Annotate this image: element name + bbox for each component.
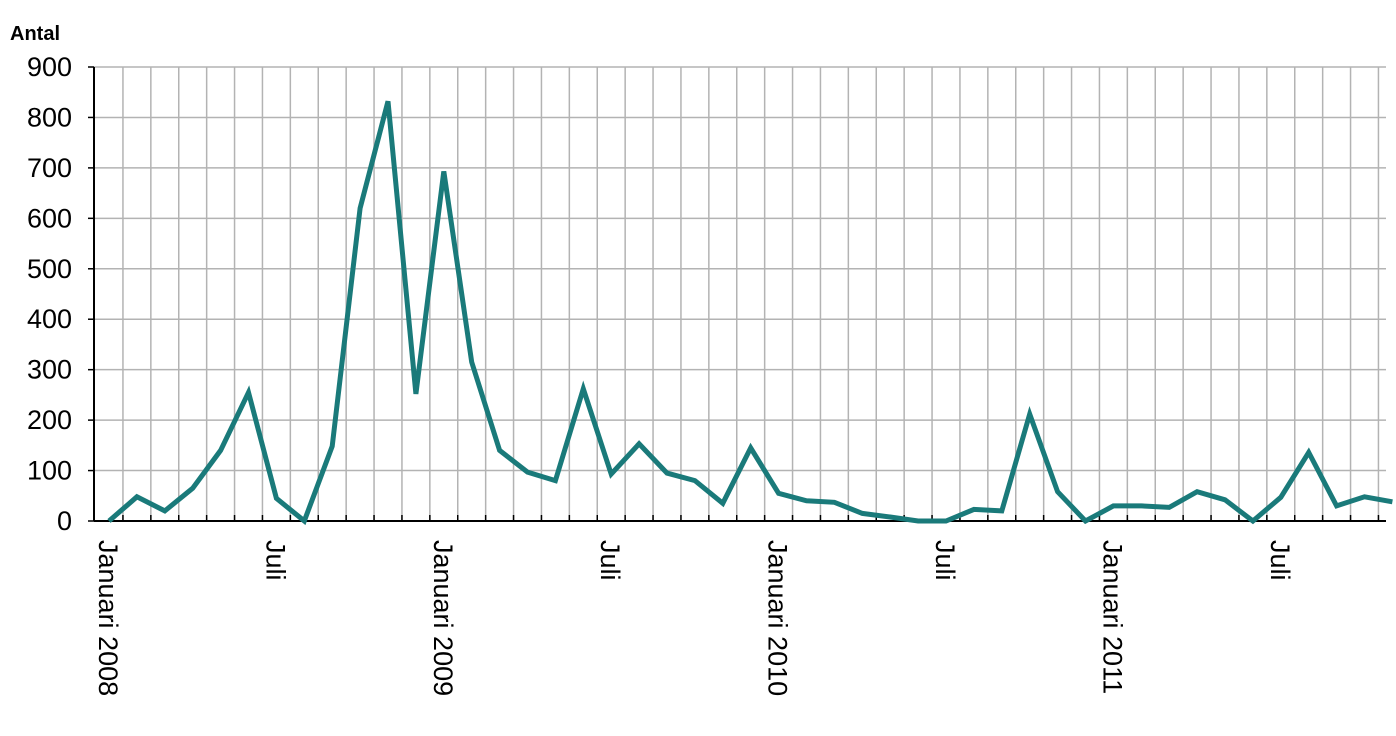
series-layer — [107, 100, 1393, 526]
y-tick-label: 500 — [27, 254, 72, 284]
y-tick-label: 0 — [57, 506, 72, 536]
series-line — [107, 100, 1393, 526]
y-tick-label: 300 — [27, 355, 72, 385]
x-tick-label: Juli — [930, 540, 960, 581]
y-axis-label: Antal — [10, 23, 60, 45]
y-tick-label: 400 — [27, 304, 72, 334]
y-tick-label: 600 — [27, 203, 72, 233]
y-tick-label: 800 — [27, 102, 72, 132]
x-tick-label: Januari 2010 — [763, 540, 793, 696]
x-tick-label: Juli — [595, 540, 625, 581]
y-tick-label: 100 — [27, 456, 72, 486]
y-tick-label: 200 — [27, 405, 72, 435]
y-tick-label: 900 — [27, 52, 72, 82]
x-tick-label: Juli — [1265, 540, 1295, 581]
x-tick-label: Januari 2011 — [1097, 540, 1127, 694]
x-tick-label: Januari 2009 — [428, 540, 458, 696]
x-tick-label: Januari 2008 — [93, 540, 123, 696]
x-axis-ticks: Januari 2008 Juli Januari 2009 Juli Januari … — [93, 515, 1380, 696]
x-tick-label: Juli — [260, 540, 290, 581]
y-axis-ticks: 0 100 200 300 400 500 600 700 800 900 — [27, 52, 94, 536]
axes — [93, 67, 1386, 522]
grid — [94, 66, 1386, 522]
y-tick-label: 700 — [27, 153, 72, 183]
